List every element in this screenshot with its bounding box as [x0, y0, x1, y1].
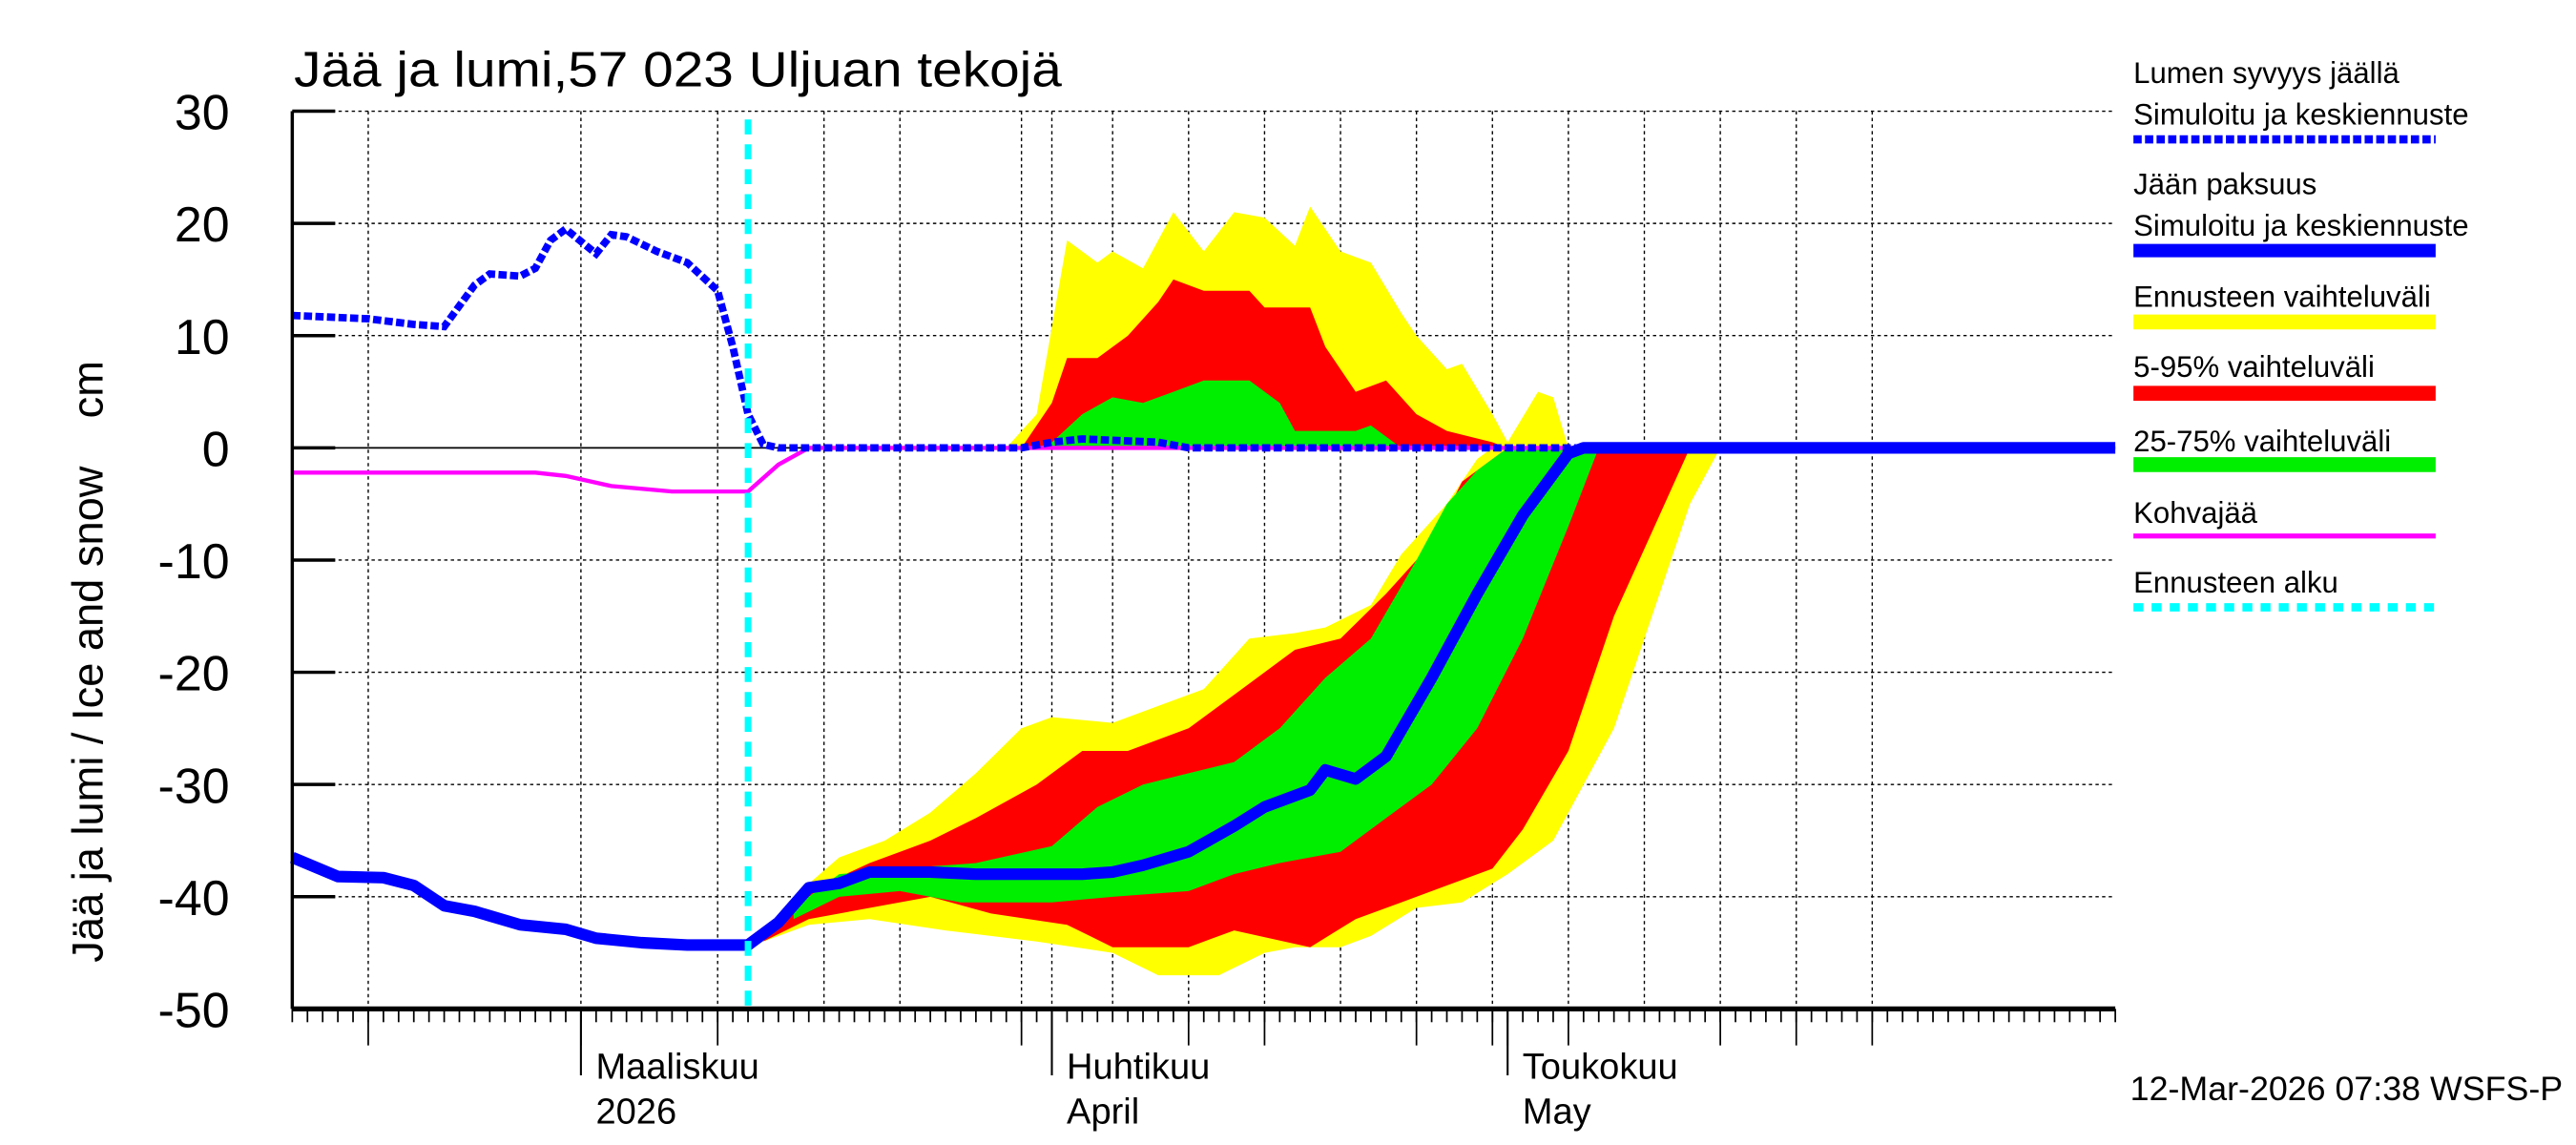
lines	[290, 119, 2116, 1010]
y-tick-label: -50	[158, 983, 230, 1038]
y-tick-label: 20	[175, 198, 230, 253]
timestamp: 12-Mar-2026 07:38 WSFS-P	[2130, 1072, 2563, 1108]
y-tick-label: -10	[158, 534, 230, 590]
month-sublabel: May	[1523, 1091, 1591, 1132]
legend-label: Kohvajää	[2133, 496, 2258, 530]
y-axis-label: Jää ja lumi / Ice and snow cm	[63, 361, 112, 963]
y-tick-label: 30	[175, 86, 230, 141]
legend-label: Ennusteen vaihteluväli	[2133, 281, 2431, 314]
month-label: Toukokuu	[1523, 1046, 1678, 1087]
bands	[762, 206, 1721, 976]
chart-title: Jää ja lumi,57 023 Uljuan tekojä	[294, 42, 1062, 97]
snow-range-25-75-band	[1036, 380, 1402, 448]
y-tick-label: 10	[175, 310, 230, 365]
ice-range-25-75-band	[793, 448, 1599, 920]
legend-label: 25-75% vaihteluväli	[2133, 425, 2391, 458]
slush-ice-line	[292, 446, 2116, 494]
month-label: Huhtikuu	[1067, 1046, 1210, 1087]
y-tick-label: 0	[202, 422, 230, 477]
month-sublabel: April	[1067, 1091, 1139, 1132]
legend-sublabel: Simuloitu ja keskiennuste	[2133, 209, 2468, 242]
legend-label: Ennusteen alku	[2133, 566, 2338, 599]
legend-label: Lumen syvyys jäällä	[2133, 56, 2399, 90]
month-label: Maaliskuu	[595, 1046, 758, 1087]
legend: Lumen syvyys jäällä Simuloitu ja keskienn…	[2133, 56, 2469, 612]
legend-label: 5-95% vaihteluväli	[2133, 350, 2375, 384]
y-tick-label: -30	[158, 759, 230, 814]
y-tick-label: -40	[158, 871, 230, 926]
ice-thickness-line	[290, 442, 2116, 951]
legend-label: Jään paksuus	[2133, 167, 2316, 200]
snow-depth-line	[292, 224, 2116, 452]
month-sublabel: 2026	[595, 1091, 676, 1132]
legend-sublabel: Simuloitu ja keskiennuste	[2133, 97, 2468, 131]
y-tick-label: -20	[158, 647, 230, 702]
